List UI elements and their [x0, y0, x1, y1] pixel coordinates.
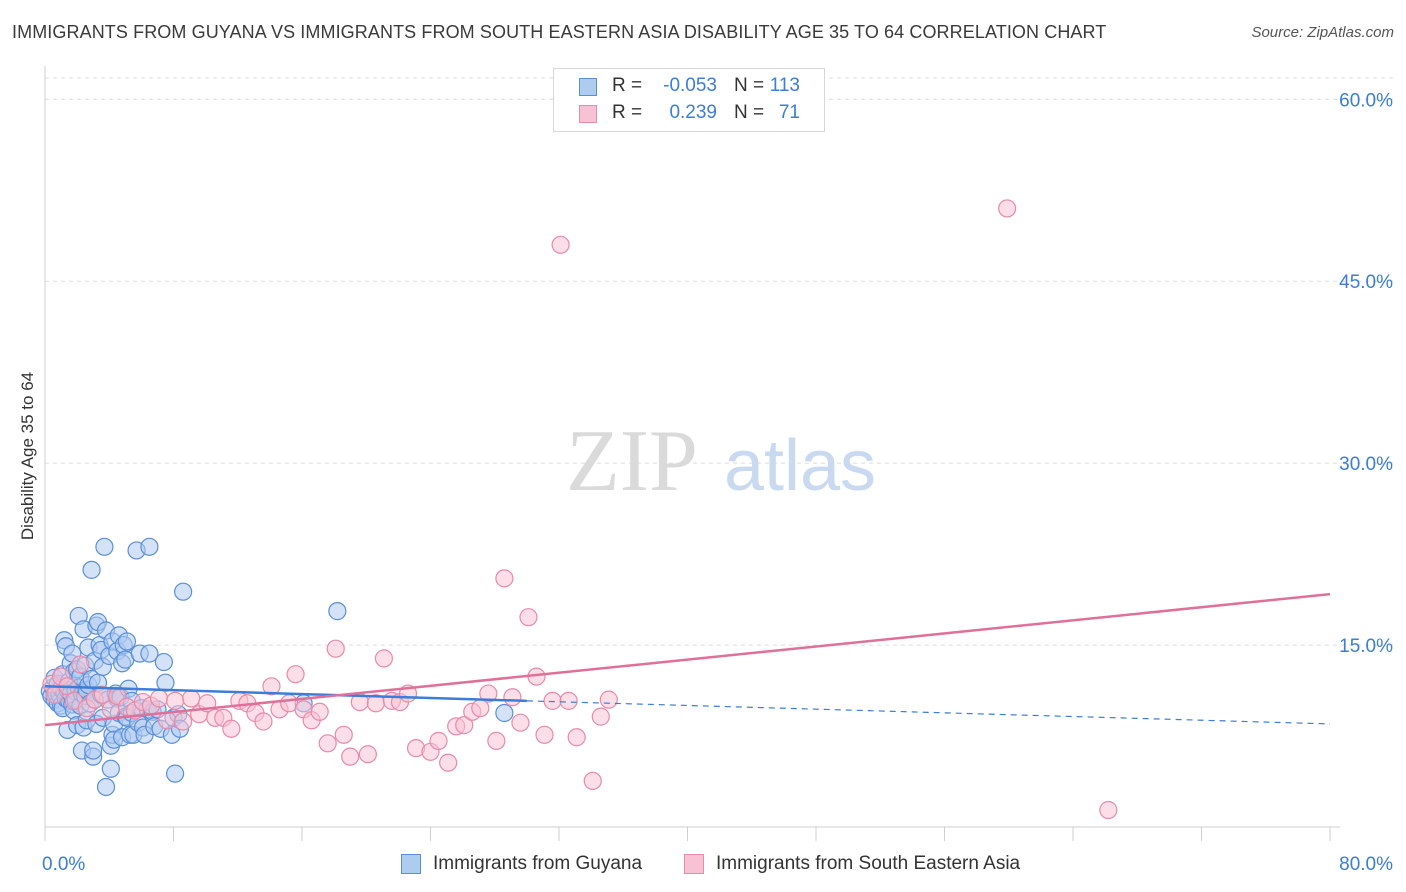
point-south-eastern-asia [182, 689, 201, 708]
point-south-eastern-asia [543, 691, 562, 710]
watermark: ZIP atlas [566, 413, 876, 510]
legend-swatch-south-eastern-asia [579, 105, 597, 123]
point-south-eastern-asia [254, 712, 273, 731]
series-legend-label-south-eastern-asia: Immigrants from South Eastern Asia [716, 853, 1021, 874]
point-guyana [495, 703, 514, 723]
point-south-eastern-asia [567, 728, 586, 747]
point-south-eastern-asia [479, 684, 498, 703]
series-legend-label-guyana: Immigrants from Guyana [433, 853, 643, 874]
tick-labels: 15.0% 30.0% 45.0% 60.0% 0.0% 80.0% [42, 90, 1393, 875]
trend-lines [44, 592, 1331, 727]
watermark-zip: ZIP [566, 413, 698, 510]
point-south-eastern-asia [318, 734, 337, 753]
point-guyana [82, 560, 101, 579]
point-south-eastern-asia [559, 691, 578, 710]
y-tick-label: 15.0% [1339, 636, 1393, 657]
y-axis-label: Disability Age 35 to 64 [18, 371, 37, 541]
point-guyana [328, 602, 347, 621]
point-guyana [166, 764, 185, 783]
point-south-eastern-asia [310, 702, 329, 721]
watermark-atlas: atlas [724, 426, 876, 506]
y-tick-label: 45.0% [1339, 272, 1393, 293]
point-south-eastern-asia [998, 199, 1017, 218]
x-tick-label-max: 80.0% [1339, 854, 1393, 875]
legend-n-value: 71 [778, 102, 800, 123]
legend-r-label: R = [612, 75, 643, 96]
grid [45, 77, 1393, 646]
point-south-eastern-asia [429, 731, 448, 750]
point-south-eastern-asia [374, 649, 394, 668]
point-south-eastern-asia [455, 716, 474, 735]
point-guyana [174, 582, 193, 601]
correlation-legend: R = -0.053 N = 113 R = 0.239 N = 71 [553, 68, 825, 132]
point-south-eastern-asia [286, 665, 305, 684]
legend-n-value: 113 [769, 75, 800, 96]
point-south-eastern-asia [591, 707, 610, 726]
point-south-eastern-asia [262, 677, 281, 696]
point-guyana [117, 632, 137, 651]
point-south-eastern-asia [174, 712, 193, 731]
point-south-eastern-asia [358, 745, 377, 764]
trend-line-guyana-extension [526, 700, 1331, 725]
point-guyana [154, 652, 173, 672]
point-south-eastern-asia [495, 569, 514, 588]
legend-swatch-guyana [579, 78, 597, 96]
point-guyana [140, 537, 159, 556]
point-south-eastern-asia [439, 753, 458, 772]
point-south-eastern-asia [519, 608, 538, 627]
point-south-eastern-asia [487, 731, 506, 750]
chart-title: IMMIGRANTS FROM GUYANA VS IMMIGRANTS FRO… [12, 22, 1107, 42]
point-south-eastern-asia [149, 689, 169, 708]
legend-n-label: N = [734, 102, 765, 123]
point-south-eastern-asia [1099, 800, 1118, 820]
legend-r-value: 0.239 [669, 102, 717, 123]
trend-line-guyana [44, 685, 527, 703]
point-south-eastern-asia [71, 655, 90, 674]
point-south-eastern-asia [551, 235, 570, 254]
point-south-eastern-asia [222, 719, 241, 738]
point-south-eastern-asia [503, 688, 522, 707]
y-tick-label: 60.0% [1339, 90, 1393, 111]
legend-r-value: -0.053 [663, 75, 717, 96]
point-south-eastern-asia [166, 691, 185, 710]
point-guyana [84, 741, 103, 760]
point-south-eastern-asia [341, 747, 360, 766]
y-tick-label: 30.0% [1339, 454, 1393, 475]
point-south-eastern-asia [334, 725, 353, 744]
source-label: Source: ZipAtlas.com [1251, 24, 1394, 41]
legend-r-label: R = [612, 102, 643, 123]
series-legend-swatch-guyana [401, 854, 421, 874]
point-south-eastern-asia [535, 725, 554, 744]
legend-n-label: N = [734, 75, 765, 96]
series-legend-swatch-south-eastern-asia [684, 854, 704, 874]
point-guyana [140, 644, 159, 663]
point-south-eastern-asia [511, 713, 530, 732]
x-tick-label-min: 0.0% [42, 854, 85, 875]
point-guyana [96, 777, 116, 797]
trend-line-south-eastern-asia [44, 592, 1331, 727]
point-guyana [101, 759, 120, 778]
point-guyana [95, 537, 114, 556]
point-south-eastern-asia [326, 639, 345, 658]
point-south-eastern-asia [583, 771, 602, 791]
point-south-eastern-asia [599, 690, 618, 709]
